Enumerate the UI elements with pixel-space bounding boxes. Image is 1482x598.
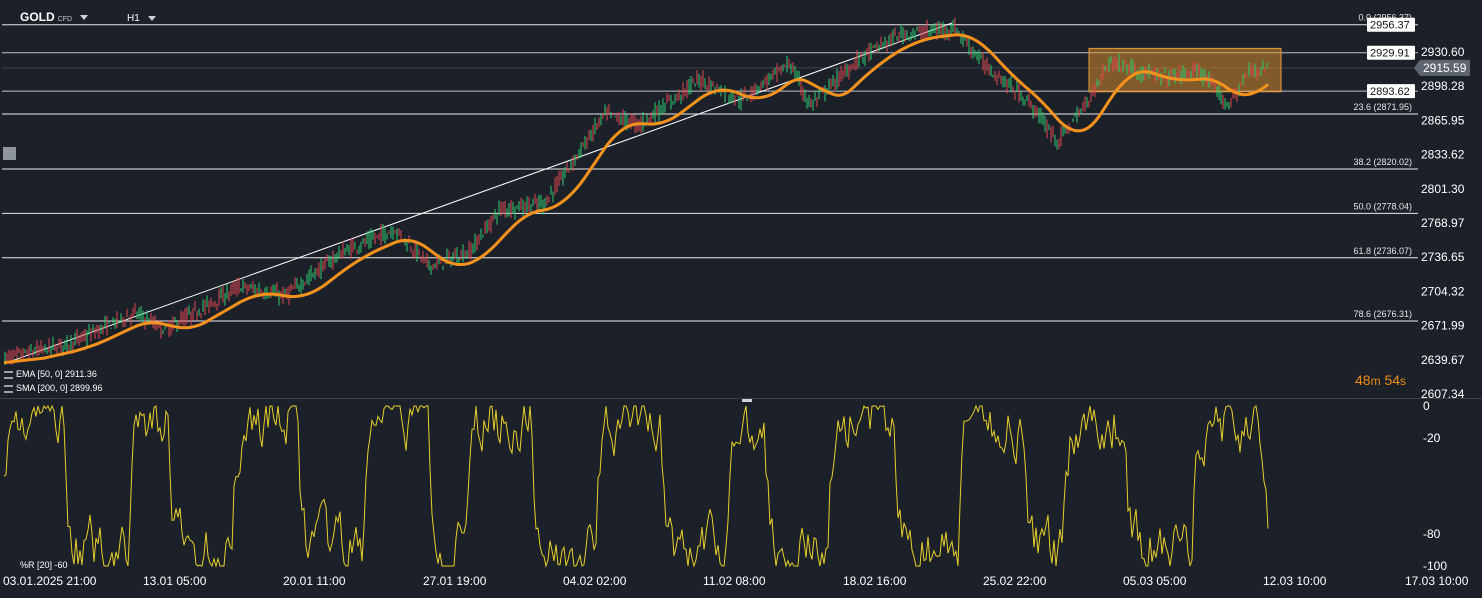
- price-axis-label: 2671.99: [1421, 319, 1465, 333]
- price-axis-label: 2865.95: [1421, 113, 1465, 127]
- fib-label: 61.8 (2736.07): [1353, 246, 1412, 256]
- price-axis-label: 2736.65: [1421, 250, 1465, 264]
- timeframe-label: H1: [127, 13, 140, 24]
- time-axis-label: 04.02 02:00: [563, 574, 627, 588]
- oscillator-axis-label: -20: [1423, 431, 1441, 445]
- fib-label: 23.6 (2871.95): [1353, 102, 1412, 112]
- time-axis-label: 12.03 10:00: [1263, 574, 1327, 588]
- price-axis-label: 2833.62: [1421, 148, 1465, 162]
- legend-sma[interactable]: SMA [200, 0] 2899.96: [4, 383, 103, 393]
- legend-williams-text: %R [20] -60: [20, 560, 68, 570]
- time-axis-label: 13.01 05:00: [143, 574, 207, 588]
- legend-ema-text: EMA [50, 0] 2911.36: [16, 369, 97, 379]
- current-price-tag: [1414, 59, 1470, 76]
- price-axis-label: 2930.60: [1421, 45, 1465, 59]
- panel-resize-handle[interactable]: [742, 399, 752, 402]
- chevron-down-icon: [80, 15, 89, 21]
- oscillator-axis-label: 0: [1423, 399, 1430, 413]
- legend-williams[interactable]: %R [20] -60: [20, 560, 68, 570]
- symbol-name: GOLD: [20, 10, 55, 24]
- time-axis-label: 25.02 22:00: [983, 574, 1047, 588]
- countdown-seconds: 54: [1384, 372, 1401, 388]
- oscillator-axis-label: -80: [1423, 527, 1441, 541]
- legend-ema[interactable]: EMA [50, 0] 2911.36: [4, 369, 97, 379]
- time-axis-label: 27.01 19:00: [423, 574, 487, 588]
- price-tag-support: [1367, 84, 1415, 99]
- candles-group: [4, 17, 1268, 366]
- legend-sma-text: SMA [200, 0] 2899.96: [16, 383, 103, 393]
- chevron-down-icon: [147, 15, 156, 21]
- fib-label: 78.6 (2676.31): [1353, 309, 1412, 319]
- price-tag-top: [1367, 17, 1415, 32]
- price-axis-label: 2704.32: [1421, 284, 1465, 298]
- time-axis-label: 11.02 08:00: [703, 574, 766, 588]
- price-axis-label: 2639.67: [1421, 353, 1465, 367]
- ema-line[interactable]: [3, 33, 1269, 365]
- countdown-s-unit: s: [1400, 374, 1407, 388]
- countdown-m-unit: m: [1370, 374, 1381, 388]
- time-axis-label: 03.01.2025 21:00: [3, 574, 97, 588]
- timeframe-selector[interactable]: H1: [127, 13, 156, 29]
- price-axis-label: 2801.30: [1421, 182, 1465, 196]
- price-tag-top-text: 2956.37: [1370, 20, 1410, 32]
- price-tag-support-text: 2893.62: [1370, 86, 1410, 98]
- price-axis-label: 2898.28: [1421, 79, 1465, 93]
- price-tag-resistance-text: 2929.91: [1370, 48, 1410, 60]
- trend-line[interactable]: [3, 22, 953, 365]
- time-axis-label: 17.03 10:00: [1405, 574, 1469, 588]
- price-axis-label: 2768.97: [1421, 216, 1465, 230]
- fib-label: 38.2 (2820.02): [1353, 157, 1412, 167]
- time-axis-label: 05.03 05:00: [1123, 574, 1187, 588]
- price-tag-resistance: [1367, 45, 1415, 60]
- price-axis-label: 2607.34: [1421, 387, 1465, 401]
- time-axis-label: 18.02 16:00: [843, 574, 907, 588]
- fib-label: 50.0 (2778.04): [1353, 201, 1412, 211]
- williams-r-line[interactable]: [3, 404, 1269, 568]
- candle-countdown: 48m 54s: [1355, 372, 1406, 388]
- collapse-panel-button[interactable]: [3, 147, 16, 160]
- countdown-minutes: 48: [1355, 372, 1371, 388]
- oscillator-axis-label: -100: [1423, 559, 1447, 573]
- time-axis-label: 20.01 11:00: [283, 574, 346, 588]
- current-price-tag-text: 2915.59: [1423, 61, 1467, 75]
- indicator-settings-icon: [4, 384, 13, 393]
- symbol-type: CFD: [57, 16, 73, 23]
- indicator-settings-icon: [4, 370, 13, 379]
- symbol-selector[interactable]: GOLD CFD: [20, 10, 89, 26]
